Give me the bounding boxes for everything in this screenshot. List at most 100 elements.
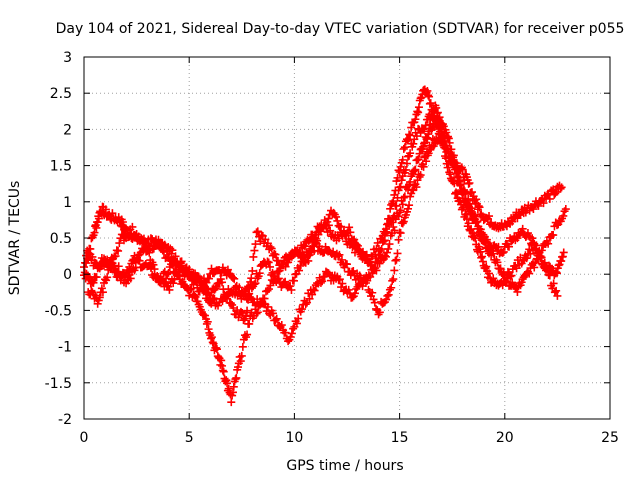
data-point-marker	[247, 274, 256, 283]
data-point-marker	[272, 314, 281, 323]
y-tick-label: 2.5	[50, 86, 72, 102]
data-point-marker	[432, 103, 441, 112]
data-point-marker	[396, 229, 405, 238]
x-tick-label: 10	[285, 430, 303, 446]
data-point-marker	[264, 285, 273, 294]
axis-ticks	[83, 56, 611, 420]
data-point-marker	[304, 256, 313, 265]
data-point-marker	[465, 179, 474, 188]
data-point-marker	[444, 134, 453, 143]
data-point-marker	[185, 267, 194, 276]
data-point-marker	[248, 266, 257, 275]
data-point-marker	[182, 263, 191, 272]
data-point-marker	[284, 258, 293, 267]
data-point-marker	[393, 249, 402, 258]
data-point-marker	[80, 268, 89, 277]
data-point-marker	[553, 291, 562, 300]
data-point-marker	[410, 166, 419, 175]
data-point-marker	[454, 173, 463, 182]
data-point-marker	[217, 356, 226, 365]
data-point-marker	[503, 274, 512, 283]
data-point-marker	[396, 182, 405, 191]
data-point-marker	[145, 242, 154, 251]
data-point-marker	[384, 290, 393, 299]
data-point-marker	[229, 382, 238, 391]
data-point-marker	[227, 398, 236, 407]
data-point-marker	[356, 247, 365, 256]
data-point-marker	[252, 309, 261, 318]
data-point-marker	[191, 292, 200, 301]
data-point-marker	[428, 111, 437, 120]
y-tick-label: 0	[63, 267, 72, 283]
data-point-marker	[114, 246, 123, 255]
data-points	[80, 85, 570, 407]
data-point-marker	[228, 273, 237, 282]
data-point-marker	[414, 155, 423, 164]
data-point-marker	[101, 205, 110, 214]
data-point-marker	[561, 205, 570, 214]
data-point-marker	[238, 342, 247, 351]
data-point-marker	[411, 165, 420, 174]
data-point-marker	[265, 262, 274, 271]
data-point-marker	[393, 173, 402, 182]
data-point-marker	[237, 351, 246, 360]
data-point-marker	[250, 246, 259, 255]
data-point-marker	[212, 343, 221, 352]
series-track-4	[82, 101, 570, 325]
y-tick-label: 3	[63, 50, 72, 66]
data-point-marker	[245, 289, 254, 298]
data-point-marker	[318, 277, 327, 286]
data-point-marker	[109, 262, 118, 271]
data-point-marker	[297, 305, 306, 314]
data-point-marker	[435, 113, 444, 122]
data-point-marker	[266, 243, 275, 252]
data-point-marker	[324, 214, 333, 223]
data-point-marker	[92, 273, 101, 282]
data-point-marker	[239, 316, 248, 325]
data-point-marker	[382, 228, 391, 237]
x-tick-label: 0	[80, 430, 89, 446]
data-point-marker	[243, 306, 252, 315]
data-point-marker	[230, 274, 239, 283]
data-point-marker	[449, 151, 458, 160]
data-point-marker	[373, 238, 382, 247]
data-point-marker	[243, 330, 252, 339]
data-point-marker	[289, 276, 298, 285]
data-point-marker	[350, 289, 359, 298]
data-point-marker	[294, 314, 303, 323]
data-point-marker	[438, 121, 447, 130]
data-point-marker	[395, 167, 404, 176]
data-point-marker	[223, 379, 232, 388]
data-point-marker	[469, 233, 478, 242]
data-point-marker	[223, 265, 232, 274]
data-point-marker	[397, 176, 406, 185]
data-point-marker	[286, 282, 295, 291]
data-point-marker	[552, 269, 561, 278]
chart-title: Day 104 of 2021, Sidereal Day-to-day VTE…	[56, 21, 625, 37]
data-point-marker	[337, 222, 346, 231]
data-point-marker	[228, 388, 237, 397]
data-point-marker	[194, 272, 203, 281]
data-point-marker	[423, 133, 432, 142]
data-point-marker	[534, 201, 543, 210]
data-point-marker	[390, 226, 399, 235]
data-point-marker	[461, 195, 470, 204]
data-point-marker	[220, 267, 229, 276]
data-point-marker	[308, 242, 317, 251]
data-point-marker	[381, 225, 390, 234]
data-point-marker	[204, 274, 213, 283]
y-tick-label: -1.5	[45, 376, 72, 392]
data-point-marker	[394, 235, 403, 244]
data-point-marker	[406, 131, 415, 140]
grid-lines	[84, 57, 610, 419]
data-point-marker	[177, 257, 186, 266]
data-point-marker	[218, 297, 227, 306]
data-point-marker	[552, 286, 561, 295]
data-point-marker	[187, 284, 196, 293]
data-point-marker	[271, 250, 280, 259]
data-point-marker	[333, 216, 342, 225]
data-point-marker	[419, 162, 428, 171]
data-point-marker	[443, 163, 452, 172]
data-point-marker	[539, 199, 548, 208]
data-point-marker	[245, 319, 254, 328]
